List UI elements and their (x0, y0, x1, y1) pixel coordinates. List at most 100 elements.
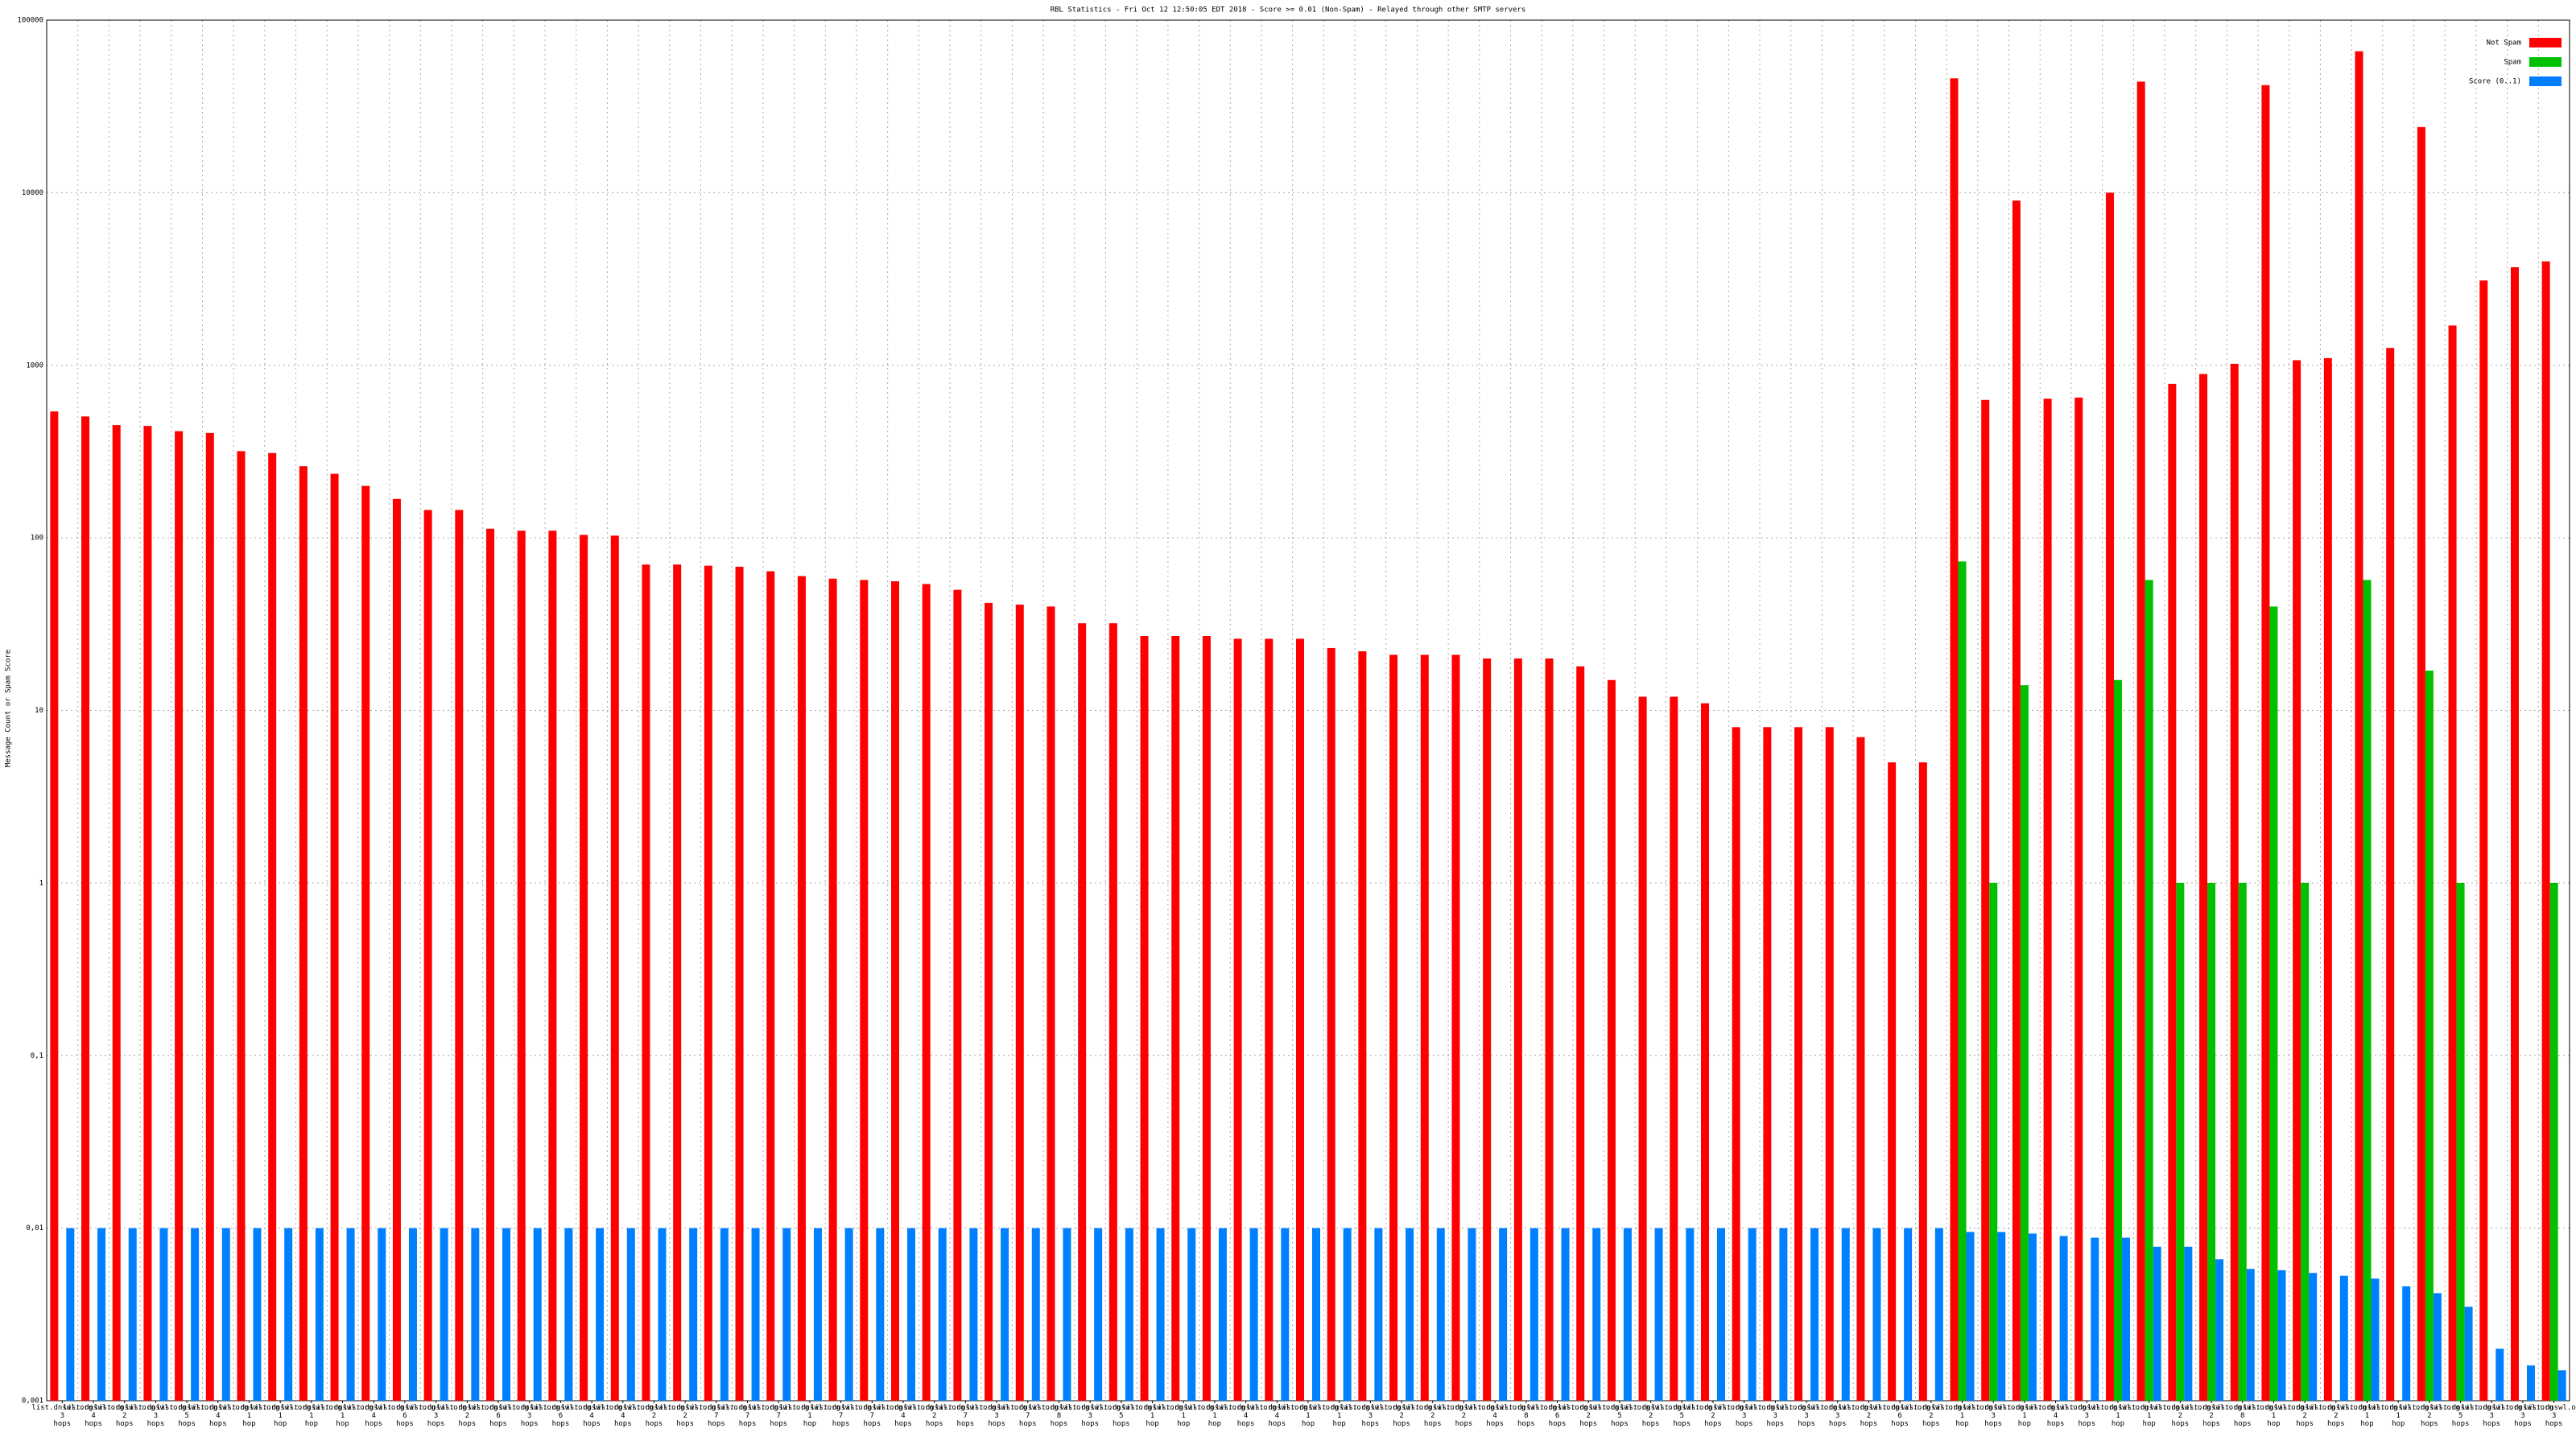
bar (1950, 78, 1959, 1402)
bar (891, 581, 900, 1401)
bar (1406, 1228, 1414, 1401)
bar (1966, 1232, 1975, 1401)
x-tick-label: list.dnswl.org 7 hops (686, 1404, 747, 1428)
bar (2105, 192, 2114, 1401)
y-tick-label: 0,01 (26, 1224, 43, 1232)
y-tick-label: 0,1 (31, 1052, 43, 1060)
x-tick-label: list.dnswl.org 2 hops (2306, 1404, 2367, 1428)
bar (66, 1228, 75, 1401)
bar (813, 1228, 822, 1401)
x-tick-label: list.dnswl.org 1 hop (2368, 1404, 2429, 1428)
bar (1468, 1228, 1476, 1401)
bar (205, 432, 214, 1401)
bar (735, 567, 744, 1401)
x-tick-label: list.dnswl.org 7 hops (717, 1404, 778, 1428)
bar (1856, 737, 1865, 1401)
bar (50, 411, 59, 1402)
bar (797, 576, 806, 1401)
bar (1296, 638, 1304, 1401)
bar (423, 510, 432, 1401)
x-tick-label: list.dnswl.org 4 hops (2025, 1404, 2087, 1428)
x-tick-label: list.dnswl.org 4 hops (63, 1404, 124, 1428)
bar (1545, 658, 1554, 1401)
bar (689, 1228, 698, 1401)
bar (1420, 654, 1429, 1401)
bar (1810, 1228, 1819, 1401)
y-tick-label: 100000 (17, 17, 43, 25)
bar (81, 416, 90, 1401)
bar (1233, 638, 1242, 1401)
bar (2510, 266, 2519, 1401)
bar (2113, 679, 2122, 1401)
bar (766, 571, 775, 1401)
bar (1716, 1228, 1725, 1401)
bar (471, 1228, 480, 1401)
bar (2207, 882, 2216, 1401)
legend: Not Spam Spam Score (0..1) (2469, 38, 2562, 86)
bar (1934, 1228, 1943, 1401)
bar (720, 1228, 729, 1401)
bar (1001, 1228, 1009, 1401)
bar (1513, 658, 1522, 1401)
x-tick-label: list.dnswl.org 6 hops (1869, 1404, 1930, 1428)
bar (2269, 606, 2278, 1401)
x-tick-label: list.dnswl.org 1 hop (2244, 1404, 2305, 1428)
x-tick-label: list.dnswl.org 1 hop (1122, 1404, 1183, 1428)
x-tick-label: list.dnswl.org 1 hop (250, 1404, 311, 1428)
x-tick-label: list.dnswl.org 2 hops (1901, 1404, 1962, 1428)
bar (2168, 383, 2177, 1402)
bar (2402, 1286, 2411, 1401)
bar (1623, 1228, 1632, 1401)
bar (284, 1228, 293, 1401)
bar (408, 1228, 417, 1401)
x-tick-label: list.dnswl.org 7 hops (935, 1404, 996, 1428)
bar (2145, 580, 2153, 1401)
bar (2176, 882, 2185, 1401)
bar (1171, 636, 1180, 1401)
x-tick-label: list.dnswl.org 4 hops (1464, 1404, 1525, 1428)
bar (1748, 1228, 1757, 1401)
x-tick-label: list.dnswl.org 1 hop (1309, 1404, 1370, 1428)
x-tick-label: list.dnswl.org 5 hops (1651, 1404, 1712, 1428)
legend-label: Spam (2504, 59, 2521, 67)
x-tick-label: list.dnswl.org 2 hops (2399, 1404, 2460, 1428)
bar (1607, 679, 1616, 1401)
bar (2557, 1370, 2566, 1401)
bar (953, 589, 962, 1401)
y-tick-label: 10000 (22, 189, 43, 197)
bar (2448, 325, 2457, 1401)
bar (1327, 647, 1335, 1401)
bar (1779, 1228, 1788, 1401)
x-tick-label: list.dnswl.org 2 hops (1620, 1404, 1682, 1428)
x-tick-label: list.dnswl.org 2 hops (904, 1404, 965, 1428)
bar (1094, 1228, 1103, 1401)
legend-swatch (2529, 76, 2562, 86)
bar (2464, 1307, 2473, 1401)
bar (610, 535, 619, 1401)
bar (1265, 638, 1274, 1401)
bar (2043, 398, 2052, 1401)
bar (1358, 651, 1367, 1401)
bar (517, 530, 526, 1401)
legend-swatch (2529, 38, 2562, 47)
x-tick-label: list.dnswl.org 6 hops (374, 1404, 436, 1428)
x-tick-label: list.dnswl.org 2 hops (1402, 1404, 1463, 1428)
x-tick-label: list.dnswl.org 2 hops (654, 1404, 716, 1428)
bar (1958, 561, 1967, 1401)
bar (828, 578, 837, 1401)
bar (2371, 1278, 2380, 1401)
bar (502, 1228, 511, 1401)
bar (1732, 727, 1740, 1401)
bar (1343, 1228, 1352, 1401)
bar (175, 431, 184, 1402)
bar (1015, 605, 1024, 1401)
x-tick-label: list.dnswl.org 7 hops (748, 1404, 809, 1428)
bar (2091, 1237, 2099, 1401)
bar (1436, 1228, 1445, 1401)
bar (143, 426, 152, 1401)
bar (782, 1228, 791, 1401)
